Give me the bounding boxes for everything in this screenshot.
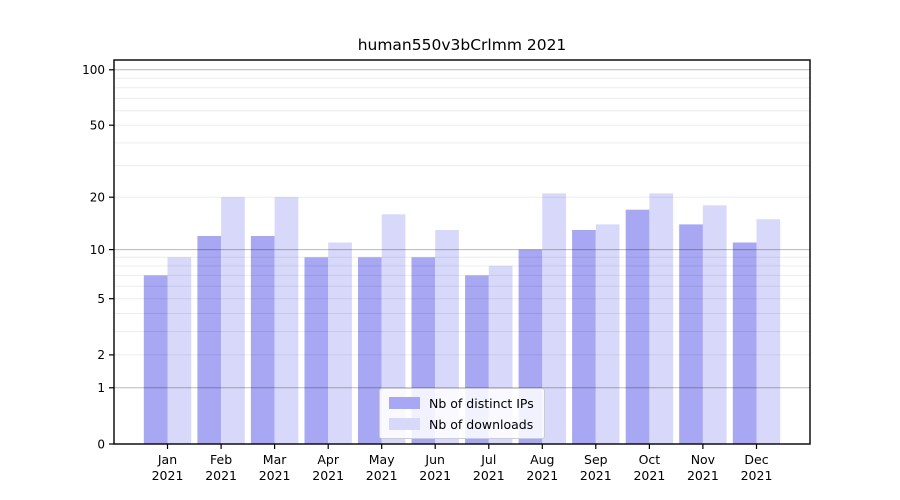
bar-distinct-ips-apr bbox=[304, 257, 329, 444]
bar-distinct-ips-mar bbox=[250, 236, 275, 444]
x-tick-label: Oct 2021 bbox=[633, 452, 665, 483]
legend-label-distinct-ips: Nb of distinct IPs bbox=[429, 395, 534, 411]
y-tick-label: 1 bbox=[97, 381, 105, 395]
legend-swatch-downloads bbox=[389, 418, 420, 430]
y-tick-label: 10 bbox=[90, 243, 105, 257]
legend-item-distinct-ips: Nb of distinct IPs bbox=[389, 395, 534, 411]
bar-downloads-may bbox=[381, 214, 406, 444]
bar-distinct-ips-sep bbox=[572, 230, 596, 444]
bar-distinct-ips-feb bbox=[197, 236, 222, 444]
legend: Nb of distinct IPs Nb of downloads bbox=[379, 388, 545, 439]
bar-downloads-apr bbox=[328, 242, 352, 444]
bar-downloads-oct bbox=[649, 193, 674, 444]
x-tick-label: Jul 2021 bbox=[473, 452, 505, 483]
bar-distinct-ips-oct bbox=[625, 209, 650, 444]
x-tick-label: Feb 2021 bbox=[205, 452, 237, 483]
legend-label-downloads: Nb of downloads bbox=[429, 416, 534, 432]
chart-title: human550v3bCrlmm 2021 bbox=[358, 36, 567, 54]
x-tick-label: Nov 2021 bbox=[687, 452, 719, 483]
y-tick-label: 20 bbox=[90, 191, 105, 205]
x-tick-label: Sep 2021 bbox=[580, 452, 612, 483]
y-tick-label: 5 bbox=[97, 292, 105, 306]
legend-item-downloads: Nb of downloads bbox=[389, 416, 534, 432]
bar-distinct-ips-dec bbox=[732, 242, 757, 444]
bar-distinct-ips-nov bbox=[679, 224, 703, 444]
bar-downloads-sep bbox=[595, 224, 620, 444]
bar-downloads-nov bbox=[702, 205, 727, 444]
y-tick-label: 2 bbox=[97, 348, 105, 362]
bar-downloads-mar bbox=[274, 197, 299, 444]
x-tick-label: Jun 2021 bbox=[419, 452, 451, 483]
axis-spine bbox=[113, 59, 811, 445]
plot-border bbox=[113, 59, 811, 445]
bar-distinct-ips-may bbox=[358, 257, 382, 444]
x-tick-label: May 2021 bbox=[366, 452, 398, 483]
bar-downloads-feb bbox=[221, 197, 245, 444]
bar-downloads-aug bbox=[542, 193, 566, 444]
grid-layer bbox=[114, 69, 810, 389]
x-tick-label: Mar 2021 bbox=[259, 452, 291, 483]
bar-distinct-ips-jan bbox=[143, 275, 168, 444]
axis-labels: 0 1 2 5 10 20 50 100 Jan 2021 Feb 2021 Mar 2021 Apr 202… bbox=[82, 63, 772, 483]
bar-downloads-jan bbox=[167, 257, 192, 444]
tick-marks bbox=[109, 69, 758, 449]
y-tick-label: 100 bbox=[82, 63, 105, 77]
x-tick-label: Dec 2021 bbox=[741, 452, 773, 483]
y-tick-label: 0 bbox=[97, 437, 105, 451]
y-tick-label: 50 bbox=[90, 119, 105, 133]
x-tick-label: Jan 2021 bbox=[152, 452, 184, 483]
legend-swatch-distinct-ips bbox=[389, 397, 420, 409]
x-tick-label: Aug 2021 bbox=[526, 452, 558, 483]
bar-downloads-dec bbox=[756, 219, 781, 444]
x-tick-label: Apr 2021 bbox=[312, 452, 344, 483]
